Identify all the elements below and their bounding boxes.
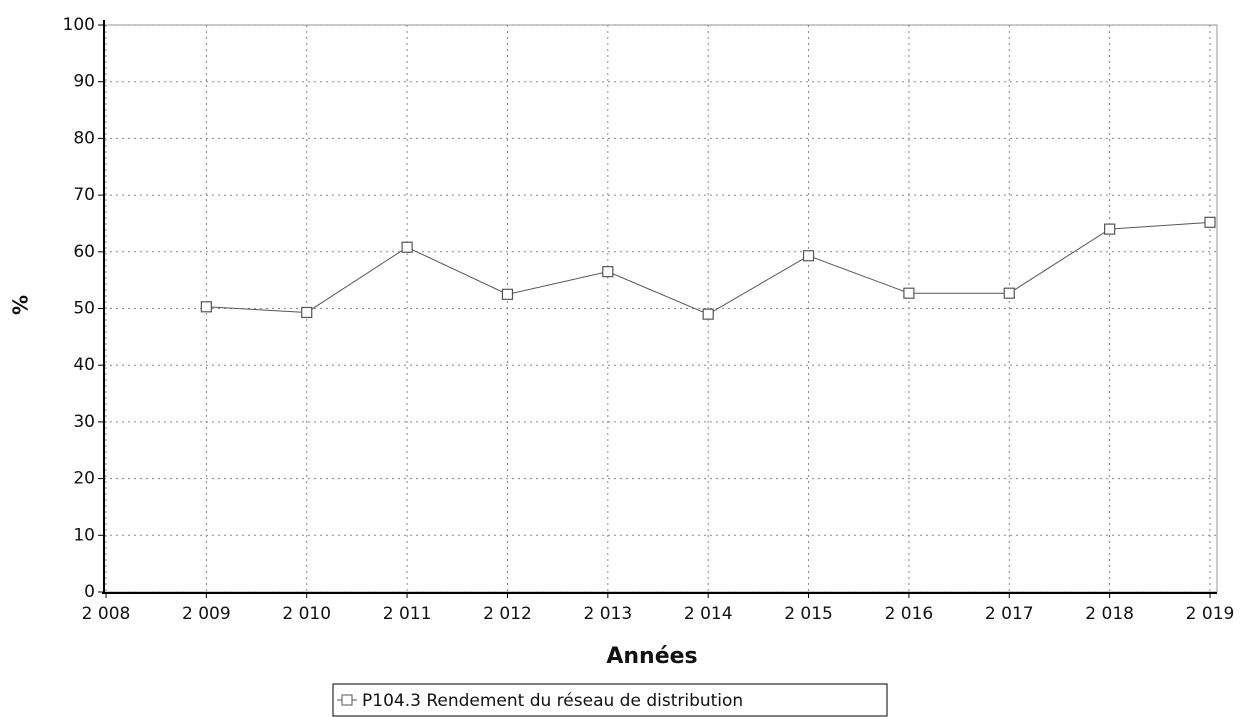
point-marker (602, 266, 614, 278)
point-marker (401, 241, 413, 253)
y-tick-label: 100 (63, 15, 95, 35)
point-marker (702, 308, 714, 320)
y-tick-label: 40 (73, 355, 95, 375)
y-axis-label: % (9, 295, 33, 315)
y-tick-label: 90 (73, 72, 95, 92)
legend-box (332, 683, 888, 717)
legend-label: P104.3 Rendement du réseau de distributi… (362, 691, 743, 711)
legend-marker (341, 694, 353, 706)
point-marker (802, 250, 815, 262)
x-tick-label: 2 019 (1186, 604, 1235, 624)
x-tick-label: 2 013 (583, 604, 632, 624)
x-tick-label: 2 012 (483, 604, 532, 624)
y-tick-label: 50 (73, 299, 95, 319)
y-tick-label: 20 (73, 469, 95, 489)
y-tick-label: 0 (84, 582, 95, 602)
y-tick-label: 80 (73, 128, 95, 148)
x-tick-label: 2 010 (282, 604, 331, 624)
x-tick-label: 2 016 (885, 604, 934, 624)
point-marker (903, 287, 915, 299)
y-tick-label: 60 (73, 242, 95, 262)
x-tick-label: 2 011 (383, 604, 432, 624)
point-marker (1204, 216, 1216, 228)
x-tick-label: 2 009 (182, 604, 231, 624)
x-tick-label: 2 015 (784, 604, 833, 624)
y-tick-label: 70 (73, 185, 95, 205)
point-marker (200, 301, 212, 313)
plot-frame (103, 24, 1218, 593)
x-tick-label: 2 014 (684, 604, 733, 624)
point-marker (301, 306, 313, 319)
point-marker (501, 288, 514, 300)
x-tick-label: 2 018 (1085, 604, 1134, 624)
point-marker (1003, 287, 1015, 299)
point-marker (1104, 223, 1116, 235)
y-tick-label: 10 (73, 525, 95, 545)
x-tick-label: 2 017 (985, 604, 1034, 624)
y-tick-label: 30 (73, 412, 95, 432)
x-tick-label: 2 008 (82, 604, 131, 624)
x-axis-label: Années (606, 644, 697, 669)
